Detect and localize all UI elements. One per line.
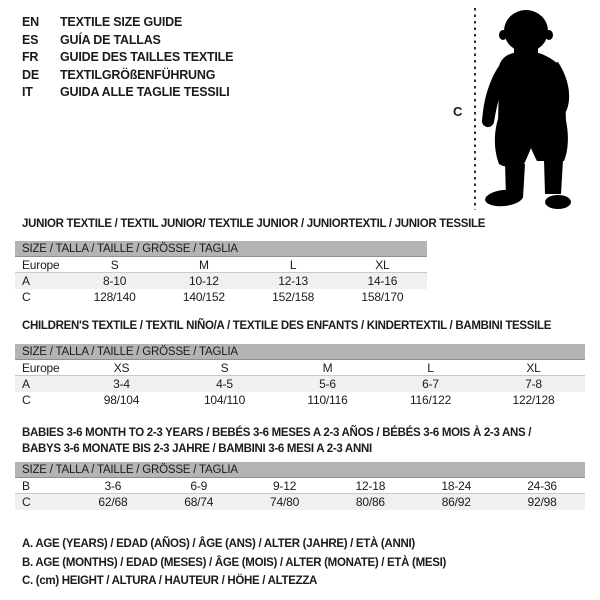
lang-code: IT bbox=[22, 85, 33, 100]
table-cell: 18-24 bbox=[441, 478, 472, 493]
table-cell: 68/74 bbox=[184, 495, 214, 509]
lang-row-it: IT GUIDA ALLE TAGLIE TESSILI bbox=[22, 84, 233, 102]
table-row-a: A 3-4 4-5 5-6 6-7 7-8 bbox=[15, 376, 585, 392]
column-header: L bbox=[289, 257, 297, 272]
column-header: XL bbox=[526, 360, 541, 375]
table-cell: 3-6 bbox=[104, 478, 122, 493]
lang-title: GUÍA DE TALLAS bbox=[60, 32, 161, 47]
table-cell: 24-36 bbox=[527, 478, 557, 493]
lang-row-en: EN TEXTILE SIZE GUIDE bbox=[22, 14, 233, 32]
row-label: C bbox=[22, 495, 31, 509]
region-label: Europe bbox=[22, 257, 60, 272]
lang-row-es: ES GUÍA DE TALLAS bbox=[22, 32, 233, 50]
table-cell: 110/116 bbox=[307, 393, 348, 407]
height-measure-dotted-line bbox=[474, 8, 476, 210]
row-label: B bbox=[22, 478, 30, 493]
lang-title: TEXTILE SIZE GUIDE bbox=[60, 15, 183, 29]
junior-table-title: JUNIOR TEXTILE / TEXTIL JUNIOR/ TEXTILE … bbox=[22, 218, 486, 230]
table-cell: 98/104 bbox=[103, 393, 140, 407]
table-cell: 4-5 bbox=[216, 377, 233, 391]
table-cell: 140/152 bbox=[182, 290, 225, 304]
table-cell: 3-4 bbox=[113, 377, 130, 391]
table-cell: 116/122 bbox=[409, 393, 452, 407]
table-cell: 62/68 bbox=[98, 495, 128, 509]
children-table: SIZE / TALLA / TAILLE / GRÖSSE / TAGLIA … bbox=[15, 344, 585, 408]
table-cell: 5-6 bbox=[319, 377, 336, 391]
row-label: A bbox=[22, 274, 30, 288]
table-cell: 92/98 bbox=[527, 495, 557, 509]
lang-code: EN bbox=[22, 15, 39, 29]
row-label: A bbox=[22, 377, 30, 391]
size-header-bar: SIZE / TALLA / TAILLE / GRÖSSE / TAGLIA bbox=[15, 241, 427, 257]
legend-line-b: B. AGE (MONTHS) / EDAD (MESES) / ÂGE (MO… bbox=[22, 556, 447, 569]
size-header-bar: SIZE / TALLA / TAILLE / GRÖSSE / TAGLIA bbox=[15, 462, 585, 478]
column-header: M bbox=[322, 360, 333, 375]
table-cell: 80/86 bbox=[355, 495, 385, 509]
table-cell: 122/128 bbox=[512, 393, 555, 407]
column-header: S bbox=[110, 257, 119, 272]
babies-table: SIZE / TALLA / TAILLE / GRÖSSE / TAGLIA … bbox=[15, 462, 585, 510]
table-cell: 6-7 bbox=[422, 377, 439, 391]
lang-code: DE bbox=[22, 67, 39, 82]
junior-table: SIZE / TALLA / TAILLE / GRÖSSE / TAGLIA … bbox=[15, 241, 427, 305]
column-header: M bbox=[198, 257, 209, 272]
lang-row-de: DE TEXTILGRÖßENFÜHRUNG bbox=[22, 67, 233, 85]
row-label: C bbox=[22, 290, 31, 304]
table-cell: 9-12 bbox=[272, 478, 297, 493]
legend-line-a: A. AGE (YEARS) / EDAD (AÑOS) / ÂGE (ANS)… bbox=[22, 538, 415, 550]
table-cell: 8-10 bbox=[103, 274, 127, 288]
table-cell: 128/140 bbox=[93, 290, 136, 304]
height-measure-label: C bbox=[453, 104, 463, 119]
lang-code: ES bbox=[22, 32, 39, 47]
lang-row-fr: FR GUIDE DES TAILLES TEXTILE bbox=[22, 49, 233, 67]
column-header: S bbox=[220, 360, 229, 375]
table-cell: 7-8 bbox=[525, 377, 542, 391]
table-row-a: A 8-10 10-12 12-13 14-16 bbox=[15, 273, 427, 289]
babies-title-line1: BABIES 3-6 MONTH TO 2-3 YEARS / BEBÉS 3-… bbox=[22, 427, 532, 439]
language-title-list: EN TEXTILE SIZE GUIDE ES GUÍA DE TALLAS … bbox=[22, 14, 233, 102]
column-header-row: Europe S M L XL bbox=[15, 257, 427, 273]
table-cell: 12-18 bbox=[355, 478, 386, 493]
table-cell: 104/110 bbox=[203, 393, 246, 407]
table-row-c: C 128/140 140/152 152/158 158/170 bbox=[15, 289, 427, 305]
babies-table-title: BABIES 3-6 MONTH TO 2-3 YEARS / BEBÉS 3-… bbox=[22, 426, 532, 457]
region-label: Europe bbox=[22, 360, 60, 375]
table-cell: 14-16 bbox=[367, 274, 398, 288]
column-header: L bbox=[427, 360, 434, 375]
baby-silhouette bbox=[481, 10, 571, 209]
table-row-b: B 3-6 6-9 9-12 12-18 18-24 24-36 bbox=[15, 478, 585, 494]
table-cell: 10-12 bbox=[189, 274, 219, 288]
children-table-title: CHILDREN'S TEXTILE / TEXTIL NIÑO/A / TEX… bbox=[22, 320, 552, 332]
table-cell: 12-13 bbox=[278, 274, 308, 288]
measurement-legend: A. AGE (YEARS) / EDAD (AÑOS) / ÂGE (ANS)… bbox=[22, 535, 446, 591]
legend-line-c: C. (cm) HEIGHT / ALTURA / HAUTEUR / HÖHE… bbox=[22, 575, 318, 588]
lang-code: FR bbox=[22, 50, 39, 65]
table-cell: 6-9 bbox=[190, 478, 208, 493]
size-header-bar: SIZE / TALLA / TAILLE / GRÖSSE / TAGLIA bbox=[15, 344, 585, 360]
table-cell: 74/80 bbox=[270, 495, 300, 509]
column-header-row: Europe XS S M L XL bbox=[15, 360, 585, 376]
column-header: XS bbox=[113, 360, 130, 375]
table-row-c: C 62/68 68/74 74/80 80/86 86/92 92/98 bbox=[15, 494, 585, 510]
lang-title: GUIDE DES TAILLES TEXTILE bbox=[60, 50, 234, 65]
lang-title: GUIDA ALLE TAGLIE TESSILI bbox=[60, 85, 230, 100]
row-label: C bbox=[22, 393, 31, 407]
table-cell: 86/92 bbox=[441, 495, 471, 509]
column-header: XL bbox=[375, 257, 390, 272]
babies-title-line2: BABYS 3-6 MONATE BIS 2-3 JAHRE / BAMBINI… bbox=[22, 442, 372, 455]
table-cell: 152/158 bbox=[272, 290, 315, 304]
table-row-c: C 98/104 104/110 110/116 116/122 122/128 bbox=[15, 392, 585, 408]
table-cell: 158/170 bbox=[361, 290, 404, 304]
lang-title: TEXTILGRÖßENFÜHRUNG bbox=[60, 67, 216, 82]
